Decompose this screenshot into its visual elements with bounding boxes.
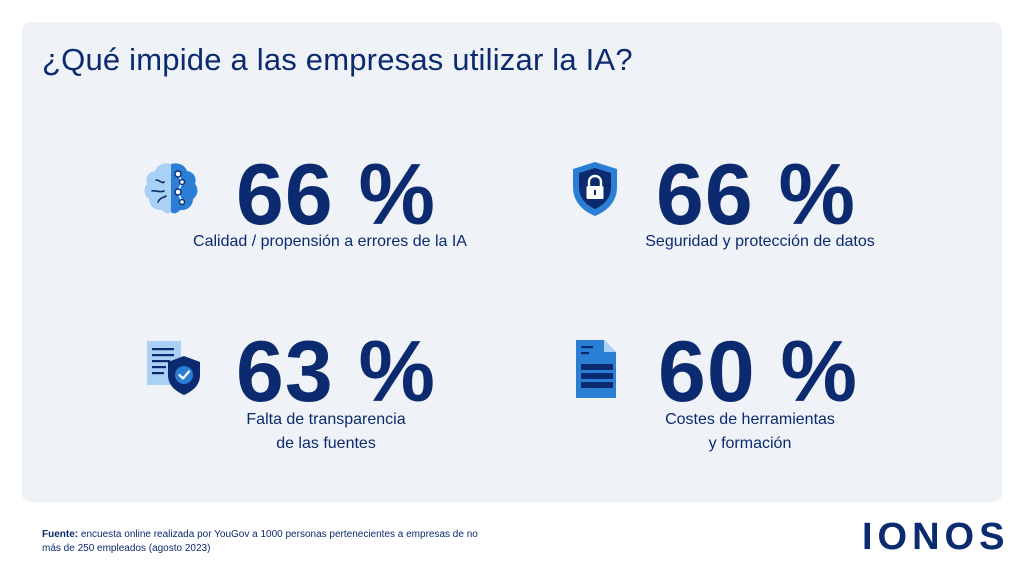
stat-value: 60 % xyxy=(658,324,859,420)
stat-label: Falta de transparencia de las fuentes xyxy=(246,411,406,452)
document-icon xyxy=(574,338,618,400)
source-footnote: Fuente: encuesta online realizada por Yo… xyxy=(42,528,482,556)
document-shield-icon xyxy=(144,338,202,398)
page-title: ¿Qué impide a las empresas utilizar la I… xyxy=(42,42,633,77)
stat-label: Costes de herramientas y formación xyxy=(665,411,835,452)
stat-value: 66 % xyxy=(236,147,437,243)
brain-icon xyxy=(142,160,200,216)
stat-value: 66 % xyxy=(656,147,857,243)
source-text: encuesta online realizada por YouGov a 1… xyxy=(42,529,478,554)
source-label: Fuente: xyxy=(42,529,79,540)
ionos-logo: IONOS xyxy=(862,516,1010,558)
shield-lock-icon xyxy=(570,160,620,218)
stat-value: 63 % xyxy=(236,324,437,420)
stat-label: Seguridad y protección de datos xyxy=(645,233,875,250)
infographic-panel xyxy=(22,22,1002,502)
stat-label: Calidad / propensión a errores de la IA xyxy=(193,233,467,250)
